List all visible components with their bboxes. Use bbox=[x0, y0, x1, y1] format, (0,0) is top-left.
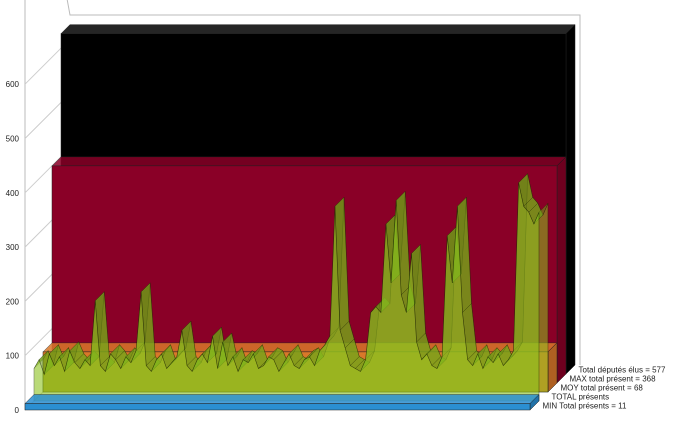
y-tick-label: 200 bbox=[6, 297, 20, 306]
series-top-face bbox=[60, 24, 576, 34]
series-side-face bbox=[547, 342, 558, 393]
legend-label-1: TOTAL présents bbox=[552, 393, 610, 402]
series-0 bbox=[24, 393, 540, 411]
series-front-face bbox=[33, 182, 540, 402]
y-tick-label: 400 bbox=[6, 189, 20, 198]
series-top-face bbox=[51, 156, 567, 167]
series-top-face bbox=[24, 394, 540, 404]
legend-label-4: Total députés élus = 577 bbox=[579, 366, 667, 375]
legend-label-3: MAX total présent = 368 bbox=[570, 375, 657, 384]
y-tick-label: 500 bbox=[6, 135, 20, 144]
series-front-face bbox=[24, 403, 531, 411]
series-side-face bbox=[565, 23, 576, 375]
series-side-face bbox=[556, 156, 567, 384]
back-wall bbox=[24, 0, 581, 410]
series-1 bbox=[33, 173, 549, 402]
legend-label-0: MIN Total présents = 11 bbox=[543, 402, 628, 411]
y-tick-label: 600 bbox=[6, 80, 20, 89]
y-tick-label: 300 bbox=[6, 243, 20, 252]
series-layer bbox=[24, 23, 576, 411]
y-tick-label: 100 bbox=[6, 352, 20, 361]
y-tick-label: 0 bbox=[15, 406, 20, 415]
legend-label-2: MOY total présent = 68 bbox=[561, 384, 644, 393]
